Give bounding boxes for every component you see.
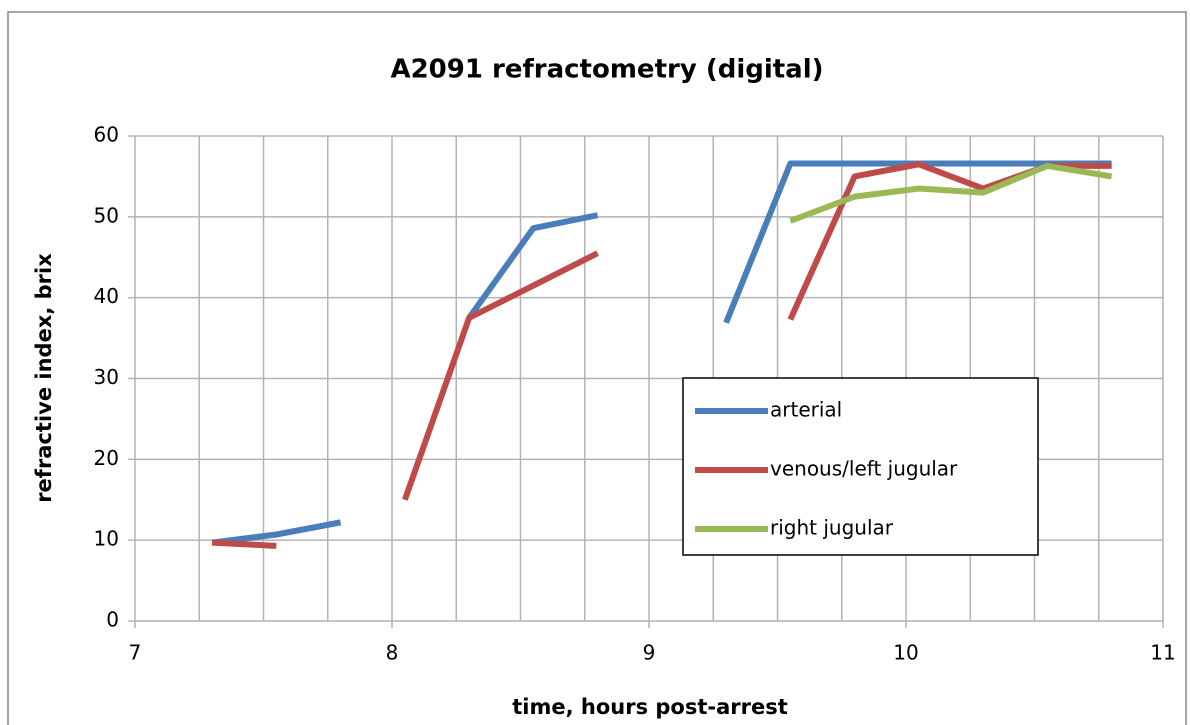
y-tick-label: 10	[94, 527, 119, 551]
x-tick-label: 10	[893, 641, 918, 665]
y-tick-label: 0	[106, 608, 119, 632]
y-tick-label: 30	[94, 365, 119, 389]
legend-label: arterial	[770, 398, 842, 422]
legend-box	[682, 377, 1039, 556]
y-axis-title: refractive index, brix	[32, 253, 56, 503]
data-line	[789, 162, 1113, 224]
x-tick-label: 8	[386, 641, 399, 665]
x-tick-label: 9	[643, 641, 656, 665]
y-tick-label: 40	[94, 284, 119, 308]
legend-label: venous/left jugular	[770, 457, 958, 481]
legend-label: right jugular	[770, 516, 894, 540]
y-tick-label: 50	[94, 203, 119, 227]
x-axis-title: time, hours post-arrest	[512, 695, 788, 719]
chart-frame	[7, 11, 1187, 725]
y-tick-label: 20	[94, 446, 119, 470]
y-tick-label: 60	[94, 123, 119, 147]
chart-title: A2091 refractometry (digital)	[390, 55, 823, 85]
x-tick-label: 7	[129, 641, 142, 665]
x-tick-label: 11	[1150, 641, 1175, 665]
